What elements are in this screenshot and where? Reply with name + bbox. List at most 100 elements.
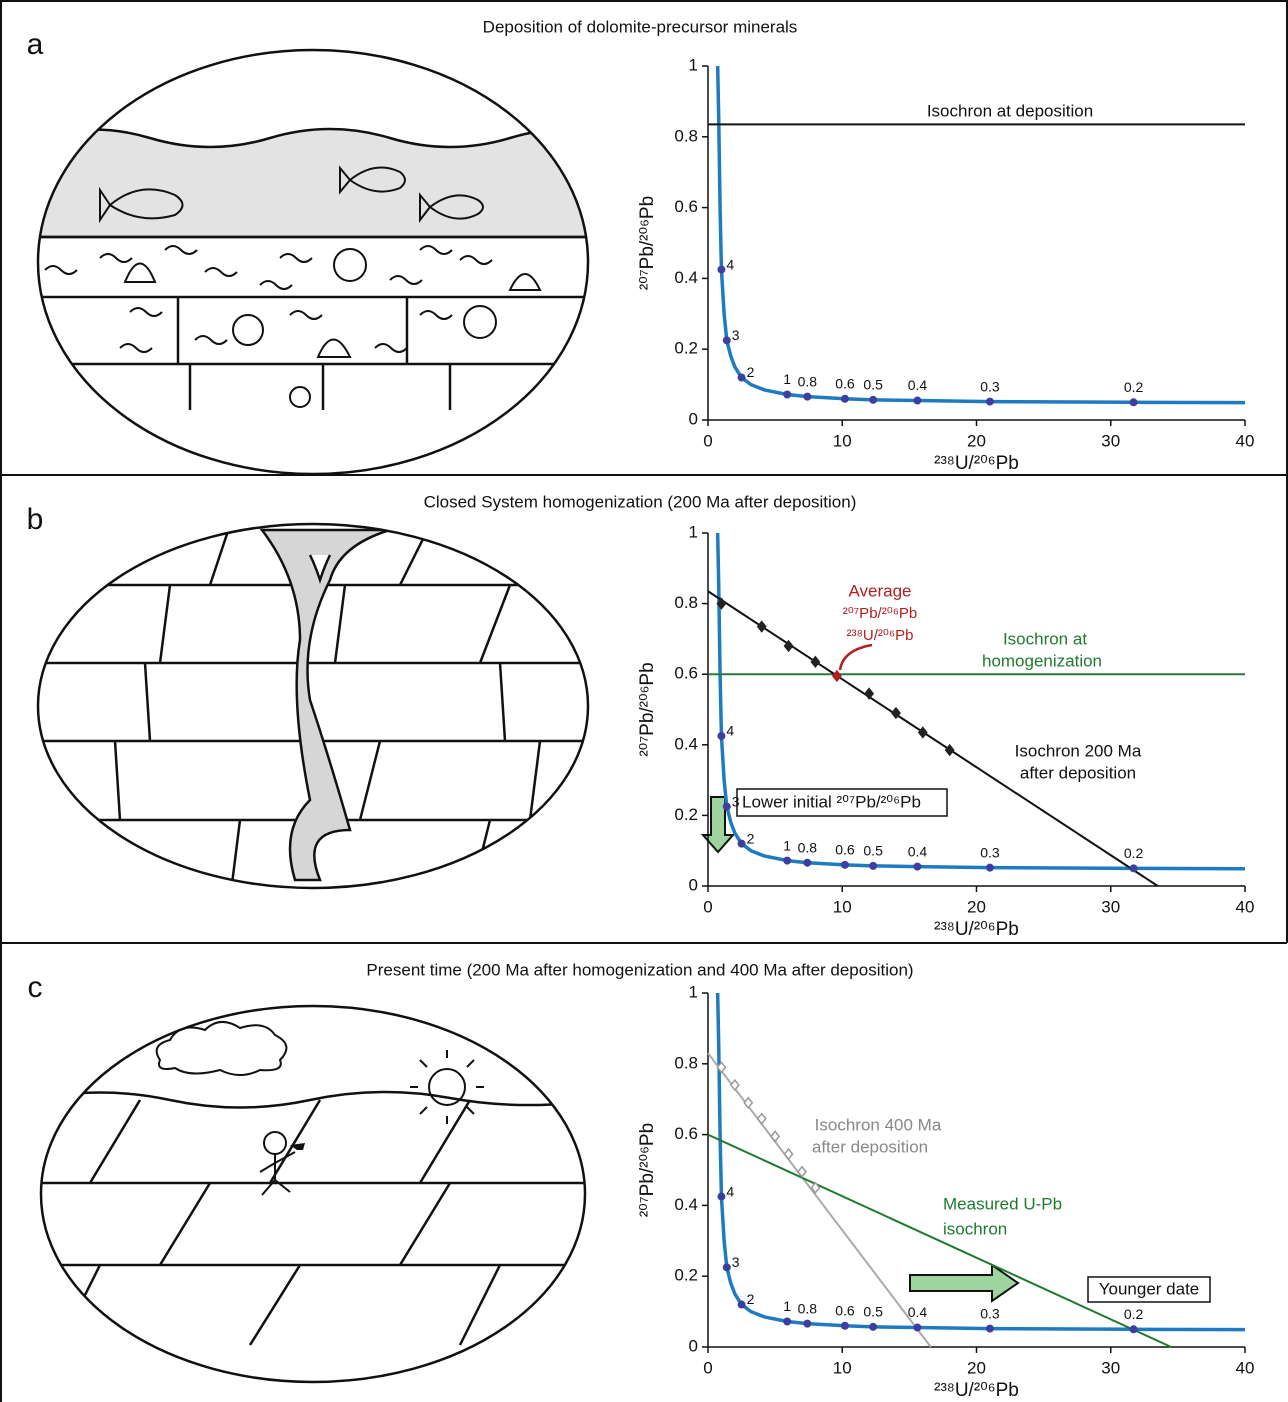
data-point	[944, 743, 955, 757]
data-point	[756, 620, 767, 633]
data-point	[717, 265, 726, 274]
y-tick-label: 0.4	[674, 734, 698, 753]
point-label: 3	[732, 327, 740, 343]
series-line	[715, 532, 1246, 871]
annotation: after deposition	[812, 1137, 928, 1156]
point-label: 2	[747, 1291, 755, 1307]
data-point	[917, 726, 928, 739]
y-tick-label: 0	[689, 875, 698, 894]
y-tick-label: 0.4	[674, 268, 698, 287]
data-point	[803, 1319, 812, 1328]
data-point	[864, 687, 875, 700]
point-label: 0.6	[835, 1302, 855, 1318]
annotation: Isochron at deposition	[927, 101, 1093, 120]
x-tick-label: 20	[967, 431, 986, 450]
y-tick-label: 0	[689, 1336, 698, 1355]
panel-label: c	[28, 971, 43, 1004]
data-point	[1129, 1325, 1138, 1334]
point-label: 0.5	[863, 1304, 883, 1320]
data-point	[985, 1324, 994, 1333]
chart-title: Closed System homogenization (200 Ma aft…	[424, 492, 857, 511]
illustration-c	[41, 1021, 585, 1346]
data-point	[840, 394, 849, 403]
x-tick-label: 40	[1236, 897, 1255, 916]
data-point	[810, 1181, 821, 1194]
data-point	[722, 1263, 731, 1272]
data-point	[722, 336, 731, 345]
data-point	[985, 397, 994, 406]
x-tick-label: 10	[833, 431, 852, 450]
illustration-a	[38, 127, 588, 410]
data-point	[722, 802, 731, 811]
annotation: Lower initial ²⁰⁷Pb/²⁰⁶Pb	[742, 792, 921, 811]
point-label: 1	[783, 371, 791, 387]
y-tick-label: 0.4	[674, 1195, 698, 1214]
point-label: 3	[732, 1254, 740, 1270]
data-point	[840, 1321, 849, 1330]
annotation: ²³⁸U/²⁰⁶Pb	[847, 627, 914, 644]
data-point	[783, 856, 792, 865]
y-tick-label: 1	[689, 55, 698, 74]
x-axis-label: ²³⁸U/²⁰⁶Pb	[934, 919, 1019, 940]
illustration-b-border	[36, 522, 590, 890]
point-label: 4	[726, 1183, 734, 1199]
point-label: 0.2	[1124, 845, 1144, 861]
data-point	[716, 597, 727, 610]
chart-title: Present time (200 Ma after homogenizatio…	[366, 960, 913, 979]
y-tick-label: 0.2	[674, 805, 698, 824]
data-point	[716, 1061, 727, 1074]
data-point	[913, 396, 922, 405]
point-label: 2	[747, 364, 755, 380]
data-point	[717, 1192, 726, 1201]
y-tick-label: 0.6	[674, 197, 698, 216]
annotation: isochron	[943, 1219, 1007, 1238]
point-label: 0.3	[980, 1305, 1000, 1321]
data-point	[783, 1147, 794, 1161]
point-label: 1	[783, 1298, 791, 1314]
point-label: 0.3	[980, 378, 1000, 394]
point-label: 0.6	[835, 842, 855, 858]
illustration-c-border	[39, 1004, 587, 1384]
x-tick-label: 10	[833, 897, 852, 916]
x-tick-label: 0	[703, 431, 712, 450]
y-tick-label: 0.8	[674, 126, 698, 145]
point-label: 3	[732, 793, 740, 809]
data-point	[737, 1300, 746, 1309]
point-label: 0.4	[908, 377, 928, 393]
data-point	[913, 1323, 922, 1332]
point-label: 0.5	[863, 377, 883, 393]
data-point	[783, 639, 794, 653]
data-point	[783, 1317, 792, 1326]
data-point	[840, 860, 849, 869]
data-point	[1129, 864, 1138, 873]
y-tick-label: 0.2	[674, 1266, 698, 1285]
x-tick-label: 30	[1101, 431, 1120, 450]
annotation: Younger date	[1099, 1279, 1200, 1298]
data-point	[831, 669, 842, 683]
y-tick-label: 1	[689, 522, 698, 541]
data-point	[783, 390, 792, 399]
y-axis-label: ²⁰⁷Pb/²⁰⁶Pb	[637, 196, 658, 290]
data-point	[717, 731, 726, 740]
series-line	[707, 590, 1159, 887]
x-tick-label: 30	[1101, 1358, 1120, 1377]
data-point	[985, 863, 994, 872]
data-point	[810, 655, 821, 669]
point-label: 2	[747, 830, 755, 846]
annotation: Isochron 400 Ma	[815, 1115, 942, 1134]
annotation: Isochron 200 Ma	[1015, 741, 1142, 760]
point-label: 0.5	[863, 843, 883, 859]
data-point	[803, 392, 812, 401]
x-tick-label: 0	[703, 897, 712, 916]
point-label: 0.8	[798, 839, 818, 855]
x-tick-label: 20	[967, 1358, 986, 1377]
annotation: Isochron at	[1003, 629, 1087, 648]
y-tick-label: 0	[689, 409, 698, 428]
point-label: 0.4	[908, 1304, 928, 1320]
data-point	[890, 706, 901, 720]
point-label: 1	[783, 837, 791, 853]
label-box	[736, 788, 948, 817]
x-tick-label: 0	[703, 1358, 712, 1377]
